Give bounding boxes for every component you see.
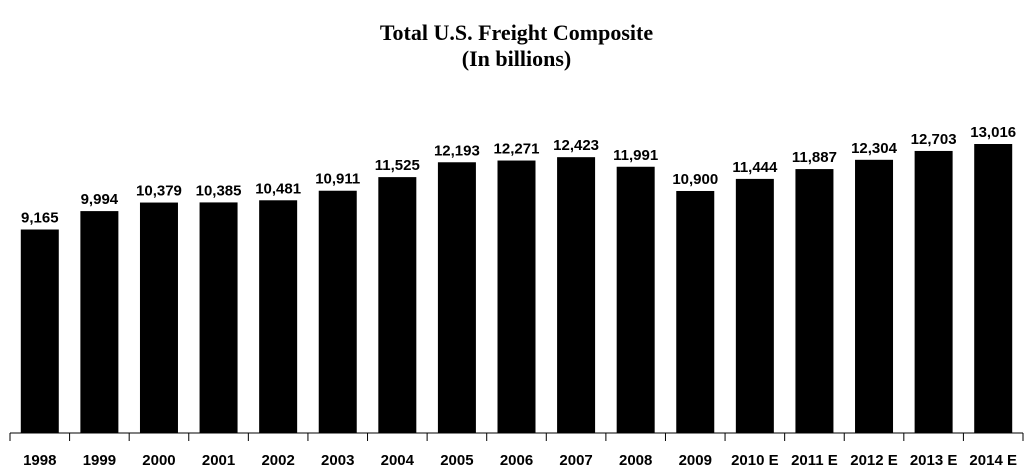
bar-2002	[259, 200, 298, 433]
value-label: 12,304	[851, 140, 898, 157]
bar-2001	[199, 202, 238, 433]
value-label: 12,703	[911, 131, 957, 148]
bar-2000	[139, 202, 178, 433]
category-label: 2003	[321, 452, 354, 469]
category-label: 2007	[559, 452, 592, 469]
category-label: 2014 E	[969, 452, 1017, 469]
value-label: 11,444	[732, 159, 778, 176]
value-label: 9,165	[21, 210, 59, 227]
bar-2008	[616, 166, 655, 433]
category-label: 2002	[261, 452, 294, 469]
chart-subtitle: (In billions)	[461, 46, 572, 71]
value-label: 12,423	[553, 137, 599, 154]
category-label: 2008	[619, 452, 652, 469]
category-label: 2010 E	[731, 452, 779, 469]
bar-2010-e	[735, 178, 774, 433]
category-label: 1999	[83, 452, 116, 469]
category-label: 2001	[202, 452, 235, 469]
chart-title: Total U.S. Freight Composite	[379, 20, 654, 45]
value-label: 13,016	[970, 124, 1016, 141]
category-label: 2012 E	[850, 452, 898, 469]
value-label: 10,911	[315, 171, 360, 188]
bar-2009	[676, 190, 715, 433]
value-label: 10,385	[196, 182, 242, 199]
category-label: 2005	[440, 452, 473, 469]
bar-2012-e	[855, 159, 894, 433]
value-label: 9,994	[81, 191, 119, 208]
value-label: 11,525	[375, 157, 420, 174]
bar-2014-e	[974, 144, 1013, 433]
category-label: 2004	[381, 452, 415, 469]
category-label: 2011 E	[791, 452, 838, 469]
category-label: 2013 E	[910, 452, 958, 469]
category-label: 2000	[142, 452, 175, 469]
value-label: 12,271	[494, 141, 540, 158]
value-label: 10,481	[255, 180, 301, 197]
bar-2013-e	[914, 150, 953, 433]
category-label: 2009	[679, 452, 712, 469]
bar-2004	[378, 177, 417, 433]
bar-1998	[20, 229, 59, 433]
value-label: 10,379	[136, 183, 182, 200]
value-label: 10,900	[672, 171, 718, 188]
bar-2007	[557, 157, 596, 434]
value-label: 11,887	[792, 149, 837, 166]
bar-2006	[497, 160, 536, 434]
value-label: 12,193	[434, 142, 480, 159]
bar-2005	[437, 162, 476, 433]
category-label: 2006	[500, 452, 533, 469]
bar-2011-e	[795, 169, 834, 433]
bar-2003	[318, 190, 357, 433]
category-label: 1998	[23, 452, 56, 469]
bar-1999	[80, 211, 119, 433]
value-label: 11,991	[613, 147, 658, 164]
